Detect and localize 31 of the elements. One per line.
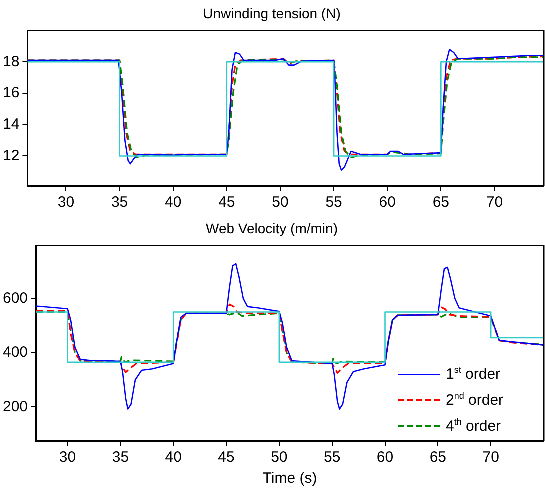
y-tick-label: 600 bbox=[2, 290, 28, 307]
x-tick-label: 55 bbox=[324, 449, 341, 466]
x-tick-label: 40 bbox=[165, 449, 182, 466]
x-axis-title: Time (s) bbox=[262, 470, 318, 488]
x-tick-label: 60 bbox=[379, 194, 396, 212]
x-tick-label: 45 bbox=[218, 194, 236, 212]
x-tick-label: 60 bbox=[376, 449, 394, 466]
y-tick-label: 16 bbox=[2, 84, 20, 102]
y-tick-label: 14 bbox=[2, 116, 20, 133]
x-tick-label: 40 bbox=[165, 194, 182, 212]
x-tick-label: 50 bbox=[271, 449, 288, 466]
x-tick-label: 30 bbox=[59, 449, 76, 466]
chart-title: Web Velocity (m/min) bbox=[206, 220, 338, 236]
y-tick-label: 12 bbox=[2, 147, 20, 164]
x-tick-label: 45 bbox=[218, 449, 235, 466]
legend-label: 4$^{th}$ order bbox=[446, 417, 502, 435]
y-tick-label: 18 bbox=[2, 53, 20, 70]
x-tick-label: 55 bbox=[326, 194, 342, 212]
x-tick-label: 70 bbox=[486, 194, 504, 212]
x-tick-label: 30 bbox=[58, 194, 75, 212]
chart-title: Unwinding tension (N) bbox=[203, 5, 341, 22]
x-tick-label: 65 bbox=[430, 449, 447, 466]
x-tick-label: 35 bbox=[111, 194, 128, 212]
x-tick-label: 65 bbox=[432, 194, 450, 212]
x-tick-label: 50 bbox=[272, 194, 289, 212]
legend-label: 1$^{st}$ order bbox=[446, 365, 501, 383]
y-tick-label: 400 bbox=[2, 344, 28, 362]
x-tick-label: 70 bbox=[482, 449, 500, 466]
legend-label: 2$^{nd}$ order bbox=[446, 391, 504, 409]
x-tick-label: 35 bbox=[112, 449, 130, 466]
y-tick-label: 200 bbox=[2, 398, 28, 416]
